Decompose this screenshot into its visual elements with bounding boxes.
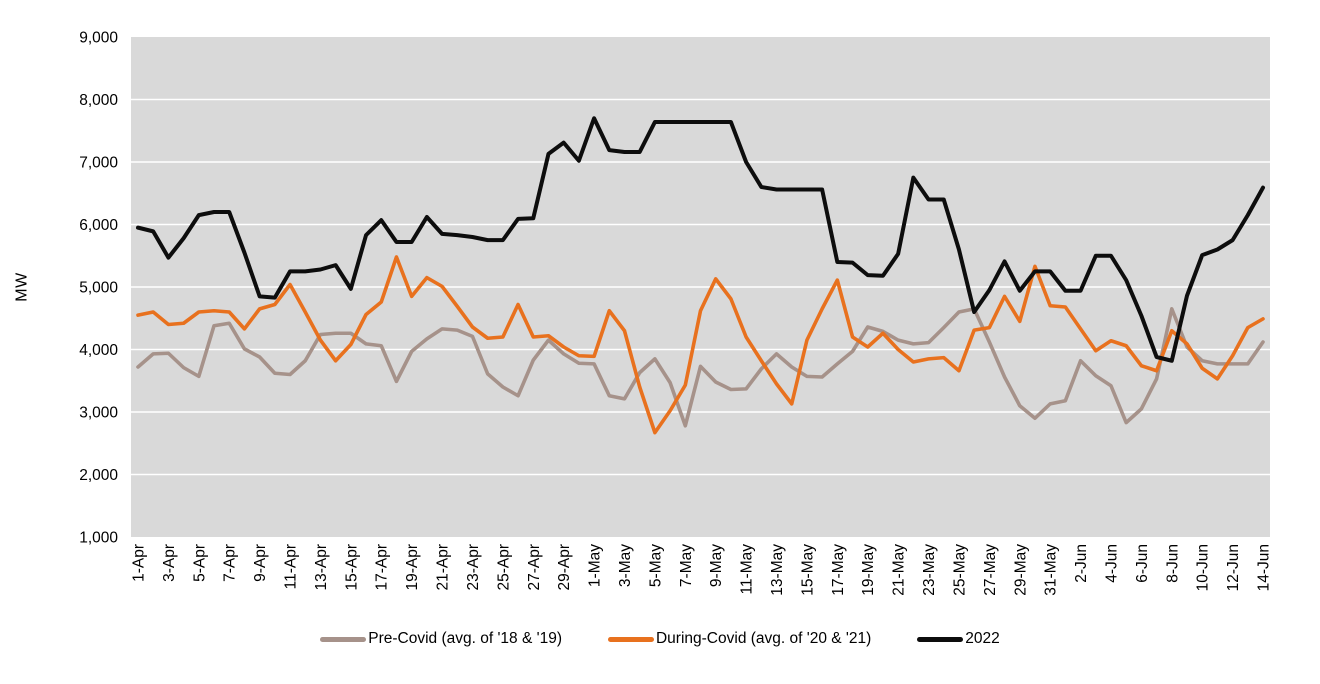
x-tick-label: 29-May — [1012, 544, 1029, 596]
legend-label: During-Covid (avg. of '20 & '21) — [655, 630, 872, 647]
legend-item-pre-covid: Pre-Covid (avg. of '18 & '19) — [320, 630, 562, 648]
x-tick-label: 19-Apr — [404, 544, 421, 591]
y-tick-label: 6,000 — [79, 217, 118, 234]
x-tick-label: 23-May — [921, 544, 938, 596]
x-tick-label: 11-Apr — [283, 544, 300, 589]
y-tick-label: 1,000 — [79, 530, 118, 547]
x-tick-label: 31-May — [1043, 544, 1060, 596]
x-tick-label: 17-Apr — [374, 544, 391, 591]
y-tick-label: 3,000 — [79, 405, 118, 422]
series-line-pre-covid — [136, 307, 1265, 428]
legend-line-swatch — [320, 636, 367, 642]
x-tick-label: 6-Jun — [1134, 544, 1151, 583]
y-axis-tick-labels: 1,000 2,000 3,000 4,000 5,000 6,000 7,000 8,000… — [79, 30, 118, 547]
x-tick-label: 15-Apr — [343, 544, 360, 591]
legend-line-swatch — [607, 636, 654, 642]
x-tick-label: 25-May — [951, 544, 968, 596]
x-tick-label: 1-Apr — [131, 544, 148, 582]
series-line-during-covid — [136, 255, 1265, 435]
x-tick-label: 12-Jun — [1225, 544, 1242, 591]
x-tick-label: 27-Apr — [526, 544, 543, 591]
x-tick-label: 3-Apr — [161, 544, 178, 582]
x-tick-label: 9-Apr — [252, 544, 269, 582]
x-tick-label: 4-Jun — [1103, 544, 1120, 583]
x-tick-label: 8-Jun — [1164, 544, 1181, 583]
x-tick-label: 15-May — [799, 544, 816, 596]
series-lines — [136, 116, 1265, 435]
gridlines — [131, 98, 1270, 476]
y-tick-label: 7,000 — [79, 155, 118, 172]
x-tick-label: 14-Jun — [1256, 544, 1273, 591]
x-tick-label: 23-Apr — [465, 544, 482, 591]
x-tick-label: 21-May — [891, 544, 908, 596]
y-tick-label: 2,000 — [79, 467, 118, 484]
x-tick-label: 19-May — [860, 544, 877, 596]
y-tick-label: 5,000 — [79, 280, 118, 297]
x-tick-label: 17-May — [830, 544, 847, 596]
x-tick-label: 29-Apr — [556, 544, 573, 591]
x-tick-label: 13-Apr — [313, 544, 330, 591]
legend-line-swatch — [917, 636, 964, 642]
x-tick-label: 5-May — [647, 544, 664, 587]
x-axis-tick-labels: 1-Apr 3-Apr 5-Apr 7-Apr 9-Apr 11-Apr 13-Apr 15-… — [131, 544, 1273, 596]
x-tick-label: 10-Jun — [1195, 544, 1212, 591]
x-tick-label: 13-May — [769, 544, 786, 596]
x-tick-label: 11-May — [739, 544, 756, 595]
legend-label: Pre-Covid (avg. of '18 & '19) — [368, 630, 562, 647]
x-tick-label: 1-May — [587, 544, 604, 587]
x-tick-label: 25-Apr — [495, 544, 512, 591]
y-axis-title: MW — [13, 272, 31, 302]
x-tick-label: 2-Jun — [1073, 544, 1090, 583]
legend-label: 2022 — [965, 630, 1000, 647]
x-tick-label: 9-May — [708, 544, 725, 587]
series-line-2022 — [136, 116, 1265, 363]
x-tick-label: 21-Apr — [435, 544, 452, 591]
x-tick-label: 3-May — [617, 544, 634, 587]
x-tick-label: 27-May — [982, 544, 999, 596]
y-tick-label: 9,000 — [79, 30, 118, 47]
y-tick-label: 4,000 — [79, 342, 118, 359]
legend-item-2022: 2022 — [917, 630, 1000, 648]
y-tick-label: 8,000 — [79, 92, 118, 109]
x-tick-label: 7-May — [678, 544, 695, 587]
x-tick-label: 5-Apr — [191, 544, 208, 582]
legend-item-during-covid: During-Covid (avg. of '20 & '21) — [607, 630, 872, 648]
legend: Pre-Covid (avg. of '18 & '19) During-Covi… — [0, 630, 1320, 648]
x-tick-label: 7-Apr — [222, 544, 239, 582]
